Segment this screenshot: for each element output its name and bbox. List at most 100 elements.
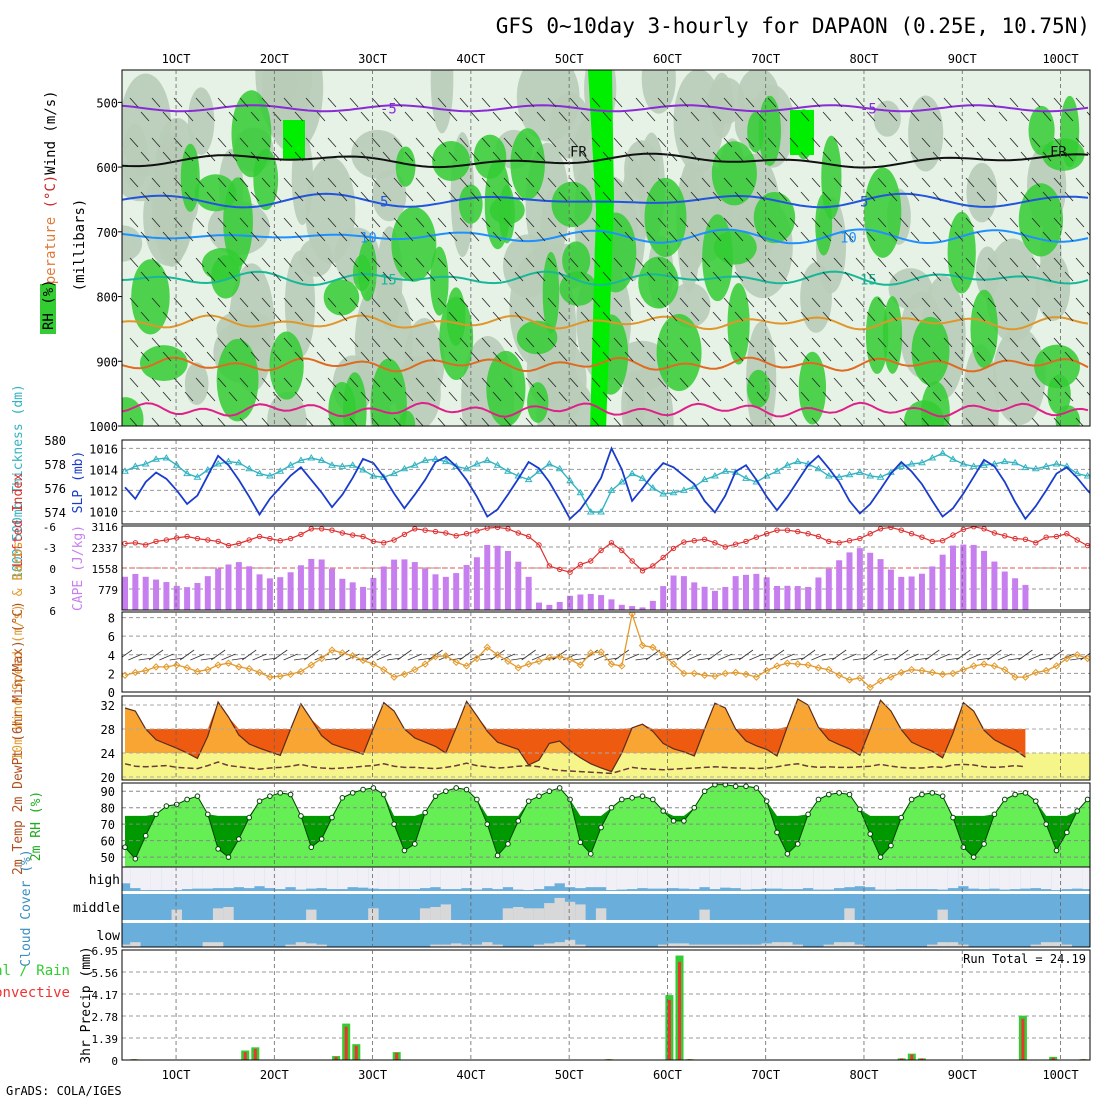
cloud-cell <box>1061 944 1073 947</box>
wind-barb <box>547 177 557 188</box>
y-tick-label: 1.39 <box>92 1033 119 1046</box>
wind-point <box>452 658 460 666</box>
y-tick-label: 0 <box>49 563 56 576</box>
wind-point <box>286 670 295 679</box>
wind-barb <box>1042 191 1052 202</box>
wind-barb <box>195 177 205 188</box>
cape-bar <box>163 582 170 610</box>
contour-label: 10 <box>360 230 377 246</box>
cloud-high-cell <box>306 867 317 889</box>
wind-barb <box>525 257 535 268</box>
wind-barb <box>831 649 847 661</box>
li-point <box>732 541 739 547</box>
li-point <box>1043 534 1049 540</box>
wind-barb <box>525 177 535 188</box>
cloud-high-cell <box>823 867 834 890</box>
cloud-high-cell <box>347 867 358 888</box>
wind-barb <box>778 151 788 162</box>
thickness-line <box>124 452 1090 513</box>
rh-point <box>256 798 263 804</box>
wind-barb <box>1018 649 1033 661</box>
thickness-point <box>131 462 140 469</box>
wind-barb <box>316 271 326 282</box>
wind-barb <box>613 177 623 188</box>
wind-barb <box>382 351 392 362</box>
run-total-label: Run Total = 24.19 <box>963 952 1086 966</box>
rh-moist-area <box>1047 374 1071 415</box>
y-tick-label: 6 <box>49 605 56 618</box>
wind-barb <box>822 351 832 362</box>
wind-barb <box>844 271 854 282</box>
wind-point <box>752 673 761 681</box>
temp-axis-label: 2m Temp 2m DewPt (6hr Min/Max) (°C) <box>11 601 26 875</box>
rh-point <box>981 841 987 847</box>
wind-barb <box>1075 297 1085 308</box>
rh-point <box>484 821 491 827</box>
wind-barb <box>536 351 546 362</box>
cloud-high-cell <box>326 867 338 890</box>
wind-point <box>773 662 781 670</box>
wind-barb <box>998 151 1008 162</box>
wind-barb <box>428 649 443 661</box>
wind-point <box>493 651 502 659</box>
wind-barb <box>624 191 634 202</box>
cloud-high-cell <box>316 867 327 889</box>
rh-point <box>805 811 811 818</box>
wind-barb <box>492 111 502 122</box>
wind-point <box>1042 666 1050 675</box>
wind-point <box>317 654 326 663</box>
cloud-high-cell <box>937 867 948 890</box>
rh-legend-swatch <box>40 284 56 334</box>
wind-barb <box>800 649 816 661</box>
wind-barb <box>1075 217 1085 228</box>
wind-point <box>783 659 792 667</box>
wind-barb <box>294 351 304 362</box>
wind-barb <box>1075 137 1085 148</box>
wind-barb <box>217 257 227 268</box>
cape-bar <box>266 578 273 610</box>
li-point <box>1053 533 1060 540</box>
wind-barb <box>635 297 645 308</box>
wind-point <box>359 656 367 665</box>
wind-barb <box>1053 297 1063 308</box>
li-point <box>701 536 708 542</box>
upper-y-label: (millibars) <box>72 199 88 292</box>
cape-bar <box>256 574 263 610</box>
wind-barb <box>1031 97 1041 108</box>
wind-barb <box>910 351 920 362</box>
rh-light-area <box>992 327 1046 426</box>
cloud-cell <box>440 944 452 947</box>
li-point <box>298 531 304 538</box>
rh-light-area <box>966 162 998 223</box>
rh-moist-area <box>882 296 903 374</box>
rh-point <box>970 854 977 860</box>
y-tick-label: 6.95 <box>92 945 119 958</box>
cape-bar <box>339 578 346 610</box>
thickness-point <box>266 472 274 479</box>
cape-bar <box>556 601 563 610</box>
wind-barb <box>1075 177 1085 188</box>
wind-barb <box>822 191 832 202</box>
rh-point <box>1001 796 1008 803</box>
wind-barb <box>756 151 766 162</box>
wind-barb <box>316 111 326 122</box>
cloud-high-cell <box>212 867 224 889</box>
wind-barb <box>580 191 590 202</box>
wind-barb <box>415 217 425 228</box>
thickness-point <box>1095 469 1100 474</box>
wind-barb <box>888 191 898 202</box>
thickness-point <box>680 486 688 493</box>
cloud-high-cell <box>419 867 431 889</box>
x-tick-label-top: 6OCT <box>653 52 682 66</box>
wind-barb <box>987 177 997 188</box>
wind-barb <box>437 177 447 188</box>
wind-point <box>990 662 999 670</box>
cloud-high-cell <box>544 867 555 887</box>
wind-barb <box>407 653 422 661</box>
cloud-cell <box>212 942 224 947</box>
wind-barb <box>635 377 645 388</box>
y-tick-label: 60 <box>101 835 115 849</box>
wind-barb <box>355 657 371 661</box>
wind-barb <box>723 337 733 348</box>
wind-barb <box>591 377 601 388</box>
